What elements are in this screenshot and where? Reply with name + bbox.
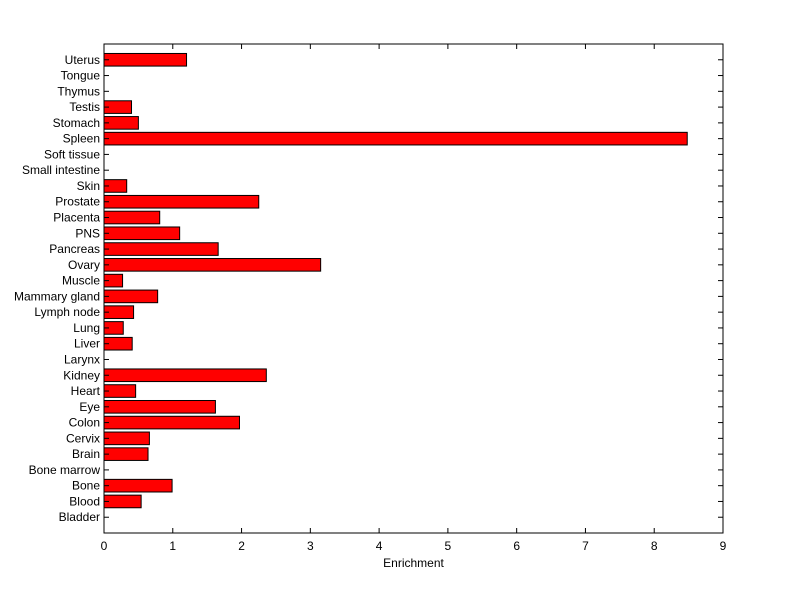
y-tick-label: Bone marrow: [29, 463, 101, 477]
bar-pancreas: [103, 242, 219, 256]
x-ticks-group: 0 1 2 3 4 5 6 7 8 9: [101, 44, 727, 553]
x-tick-label: 5: [445, 539, 452, 553]
x-tick-label: 8: [651, 539, 658, 553]
y-tick-label: PNS: [75, 226, 100, 240]
y-tick-label: Small intestine: [22, 163, 100, 177]
y-tick-label: Muscle: [62, 274, 100, 288]
y-tick-label: Pancreas: [49, 242, 100, 256]
y-tick-label: Eye: [79, 400, 100, 414]
y-tick-label: Cervix: [66, 431, 100, 445]
bar-placenta: [103, 210, 161, 225]
y-tick-label: Colon: [69, 416, 100, 430]
bar-uterus: [103, 52, 188, 67]
y-tick-label: Bone: [72, 479, 100, 493]
y-tick-label: Liver: [74, 337, 100, 351]
x-tick-label: 9: [720, 539, 727, 553]
bar-bone: [103, 478, 173, 493]
y-tick-label: Soft tissue: [44, 147, 100, 161]
x-tick-label: 1: [169, 539, 176, 553]
bar-cervix: [103, 431, 150, 446]
x-tick-label: 6: [513, 539, 520, 553]
x-tick-label: 7: [582, 539, 589, 553]
y-tick-label: Uterus: [65, 53, 100, 67]
y-tick-label: Prostate: [55, 195, 100, 209]
x-tick-label: 4: [376, 539, 383, 553]
bar-kidney: [103, 368, 267, 383]
bar-brain: [103, 447, 149, 461]
y-tick-label: Placenta: [53, 211, 100, 225]
bar-prostate: [103, 194, 260, 209]
y-tick-label: Thymus: [57, 84, 100, 98]
plot-frame: [103, 43, 724, 534]
bars-group: [103, 52, 688, 509]
y-tick-label: Testis: [69, 100, 100, 114]
y-tick-label: Stomach: [53, 116, 100, 130]
x-tick-label: 2: [238, 539, 245, 553]
y-tick-label: Larynx: [64, 352, 100, 366]
bar-blood: [103, 494, 142, 509]
y-tick-label: Spleen: [63, 132, 100, 146]
y-tick-label: Kidney: [63, 368, 100, 382]
y-tick-label: Skin: [77, 179, 100, 193]
y-tick-label: Lymph node: [34, 305, 100, 319]
y-tick-label: Brain: [72, 447, 100, 461]
y-tick-label: Lung: [73, 321, 100, 335]
x-tick-label: 0: [101, 539, 108, 553]
x-axis-label: Enrichment: [383, 556, 444, 570]
y-tick-label: Mammary gland: [14, 289, 100, 303]
bar-colon: [103, 415, 240, 430]
bar-eye: [103, 399, 216, 414]
x-tick-label: 3: [307, 539, 314, 553]
y-tick-label: Heart: [71, 384, 101, 398]
y-tick-label: Blood: [69, 494, 100, 508]
y-tick-label: Bladder: [59, 510, 100, 524]
bar-spleen: [103, 131, 688, 146]
bar-mammary-gland: [103, 289, 159, 304]
y-tick-label: Tongue: [61, 69, 101, 83]
bar-pns: [103, 226, 181, 241]
bar-stomach: [103, 116, 139, 130]
y-tick-label: Ovary: [68, 258, 100, 272]
bar-ovary: [103, 258, 322, 272]
